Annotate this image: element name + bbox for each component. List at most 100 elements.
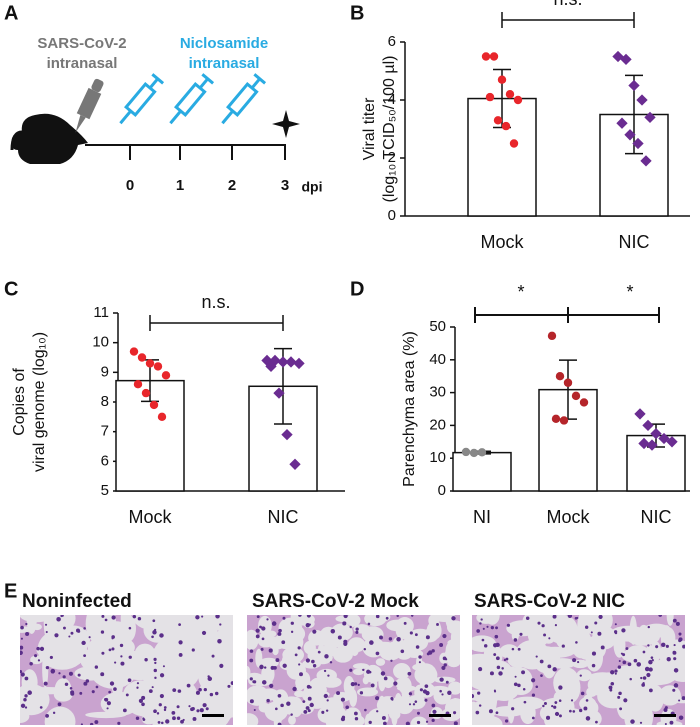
nucleus <box>590 631 593 634</box>
nucleus <box>393 681 398 686</box>
nucleus <box>636 662 642 667</box>
nucleus <box>558 699 562 702</box>
nucleus <box>29 661 33 666</box>
alveolus <box>553 627 565 641</box>
nucleus <box>104 698 107 701</box>
alveolus <box>596 672 620 694</box>
data-point <box>461 447 471 457</box>
nucleus <box>111 647 115 651</box>
nucleus <box>664 706 668 710</box>
alveolus <box>553 667 580 699</box>
data-point <box>497 75 507 84</box>
nucleus <box>36 646 40 651</box>
nucleus <box>579 674 582 677</box>
nucleus <box>24 676 29 681</box>
alveolus <box>347 637 366 653</box>
data-point <box>153 362 163 371</box>
nucleus <box>119 643 124 648</box>
alveolus <box>385 641 404 658</box>
nucleus <box>299 672 303 677</box>
nucleus <box>249 658 254 663</box>
alveolus <box>660 708 677 725</box>
y-tick-label: 8 <box>101 393 109 410</box>
alveolus <box>343 676 355 697</box>
nucleus <box>672 650 677 655</box>
data-point <box>149 400 159 410</box>
nucleus <box>658 615 663 617</box>
nucleus <box>178 653 183 657</box>
nucleus <box>57 702 62 707</box>
nucleus <box>199 708 204 713</box>
alveolus <box>476 615 497 624</box>
nucleus <box>600 645 605 650</box>
nucleus <box>211 654 215 658</box>
nucleus <box>153 709 157 714</box>
nucleus <box>342 621 347 626</box>
nucleus <box>349 668 353 672</box>
nucleus <box>391 698 394 701</box>
nucleus <box>359 691 364 695</box>
nucleus <box>585 699 589 702</box>
nucleus <box>290 713 293 716</box>
nucleus <box>255 628 260 633</box>
histology-image <box>472 615 685 725</box>
nucleus <box>62 675 66 679</box>
nucleus <box>503 658 507 662</box>
nucleus <box>278 628 282 633</box>
nucleus <box>172 716 176 721</box>
nucleus <box>122 708 127 713</box>
nucleus <box>297 646 301 650</box>
panel-letter: E <box>4 580 17 602</box>
nucleus <box>594 621 598 625</box>
nucleus <box>249 649 254 653</box>
nucleus <box>321 710 325 714</box>
nucleus <box>148 689 153 694</box>
nucleus <box>439 689 442 693</box>
panel-letter: C <box>4 278 18 300</box>
nucleus <box>501 667 504 670</box>
data-point <box>129 347 139 356</box>
y-tick-label: 4 <box>388 91 396 108</box>
nucleus <box>77 629 81 633</box>
nucleus <box>230 681 233 685</box>
data-point <box>489 52 499 61</box>
alveolus <box>446 620 460 635</box>
nucleus <box>424 684 429 689</box>
alveolus <box>378 695 386 715</box>
alveolus <box>253 696 263 706</box>
scale-bar <box>654 714 676 717</box>
nucleus <box>83 654 87 658</box>
mouse-tail <box>10 130 23 151</box>
alveolus <box>247 629 259 650</box>
alveolus <box>214 627 233 649</box>
nucleus <box>80 723 83 725</box>
nucleus <box>633 658 638 663</box>
alveolus <box>477 692 502 702</box>
alveolus <box>362 637 385 658</box>
nucleus <box>396 637 401 642</box>
alveolus <box>325 716 338 725</box>
data-point <box>628 79 640 92</box>
data-point <box>285 356 297 368</box>
nucleus <box>647 625 650 629</box>
nucleus <box>79 691 83 695</box>
y-tick-label: 30 <box>429 384 446 401</box>
scale-bar <box>202 714 224 717</box>
x-tick-label: Mock <box>480 232 524 252</box>
nucleus <box>88 636 91 639</box>
nucleus <box>312 664 317 668</box>
nucleus <box>412 703 416 706</box>
image-title: Noninfected <box>22 591 132 612</box>
nucleus <box>651 658 654 662</box>
data-point <box>477 448 487 457</box>
alveolus <box>44 706 76 725</box>
nucleus <box>597 631 602 636</box>
nucleus <box>298 615 302 617</box>
nucleus <box>639 721 643 724</box>
nucleus <box>154 676 157 680</box>
alveolus <box>395 678 406 689</box>
nucleus <box>201 630 207 636</box>
nucleus <box>478 704 482 707</box>
nucleus <box>682 644 685 649</box>
nucleus <box>388 637 393 641</box>
